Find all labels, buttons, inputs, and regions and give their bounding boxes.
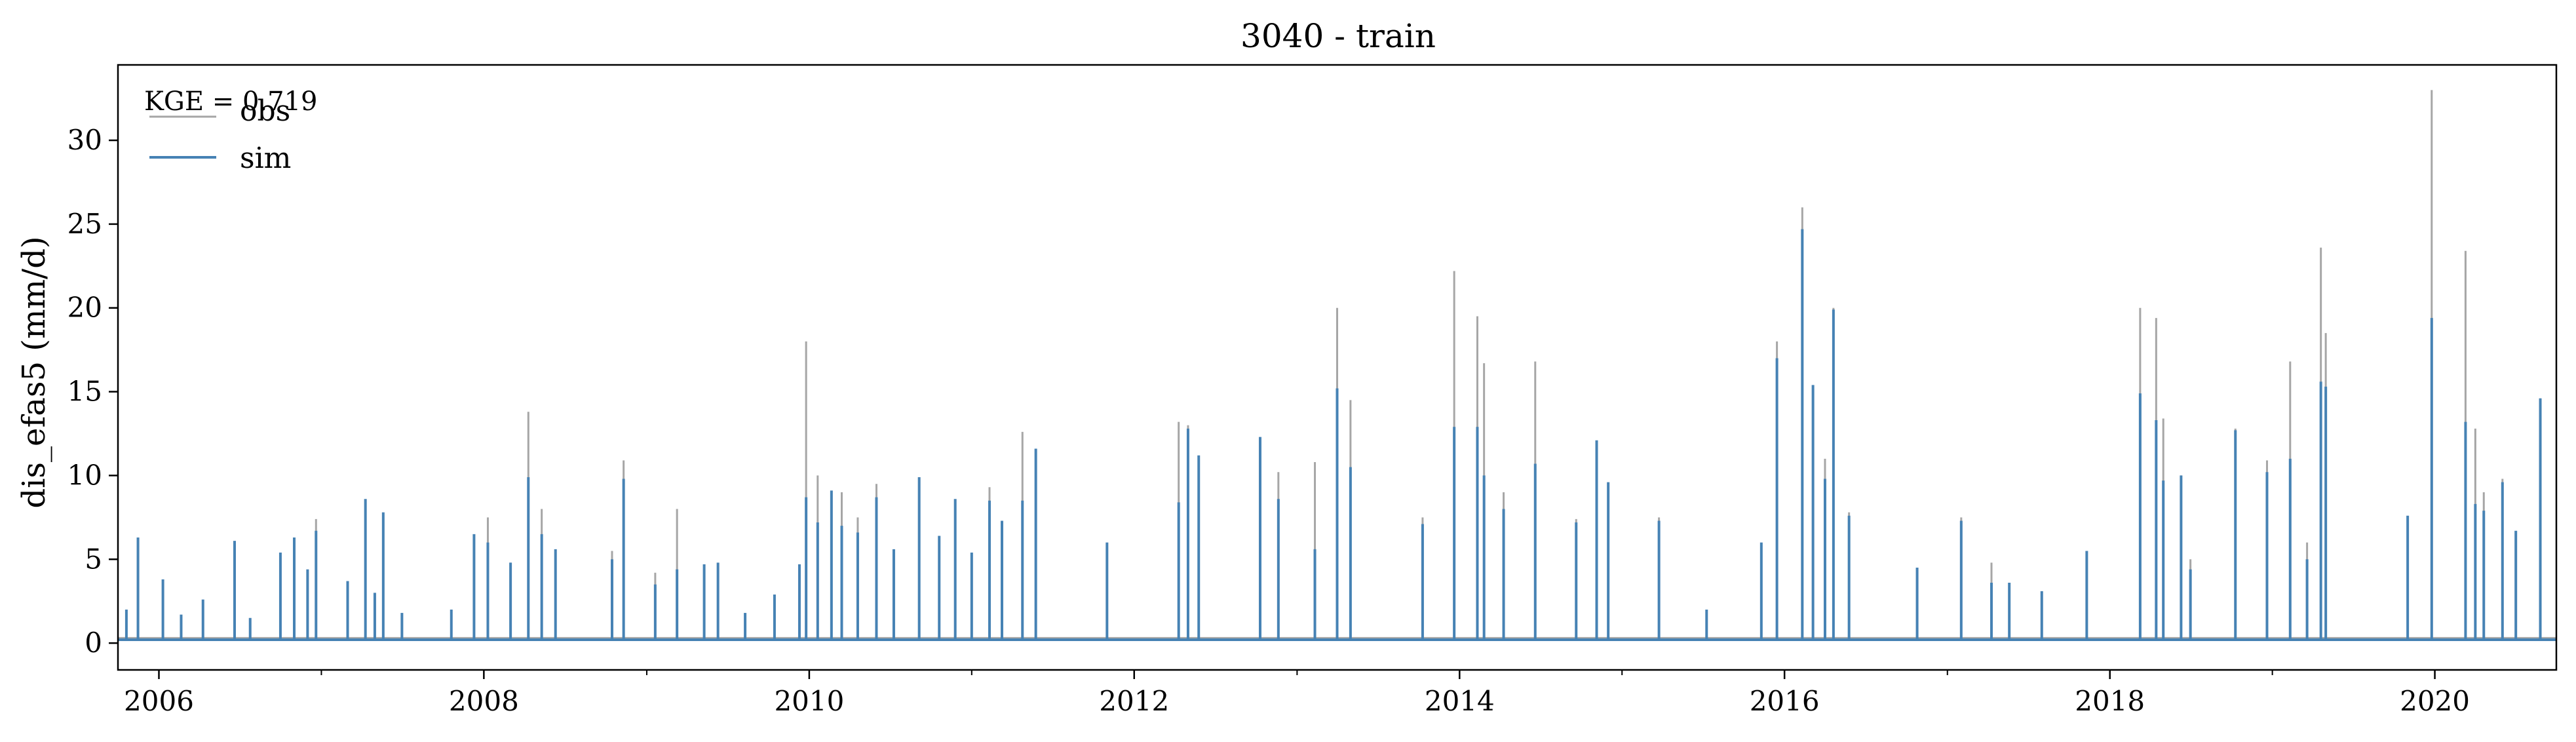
legend-label-sim: sim xyxy=(240,142,291,175)
x-tick-label-2006: 2006 xyxy=(124,685,194,717)
series-sim xyxy=(118,229,2556,641)
y-tick-label-10: 10 xyxy=(67,459,102,491)
x-tick-label-2010: 2010 xyxy=(774,685,844,717)
y-tick-label-20: 20 xyxy=(67,292,102,324)
legend: KGE = 0.719 obs sim xyxy=(144,87,318,175)
chart-title: 3040 - train xyxy=(1240,17,1436,55)
y-tick-label-25: 25 xyxy=(67,208,102,240)
x-tick-label-2014: 2014 xyxy=(1425,685,1495,717)
legend-label-obs: obs xyxy=(240,94,290,128)
x-tick-label-2020: 2020 xyxy=(2400,685,2470,717)
y-tick-label-30: 30 xyxy=(67,124,102,156)
x-tick-label-2018: 2018 xyxy=(2075,685,2145,717)
x-tick-label-2008: 2008 xyxy=(449,685,519,717)
y-tick-label-0: 0 xyxy=(85,627,102,659)
kge-annotation: KGE = 0.719 xyxy=(144,87,318,117)
y-tick-label-15: 15 xyxy=(67,376,102,408)
x-tick-label-2012: 2012 xyxy=(1099,685,1169,717)
y-axis-label: dis_efas5 (mm/d) xyxy=(16,236,52,508)
x-tick-label-2016: 2016 xyxy=(1750,685,1820,717)
plot-frame xyxy=(117,64,2558,671)
y-tick-label-5: 5 xyxy=(85,543,102,575)
series-layer xyxy=(118,90,2556,641)
axis-layer: 0 5 10 15 20 25 30 2006 2008 2010 2012 2014 2016 2018… xyxy=(67,124,2470,717)
